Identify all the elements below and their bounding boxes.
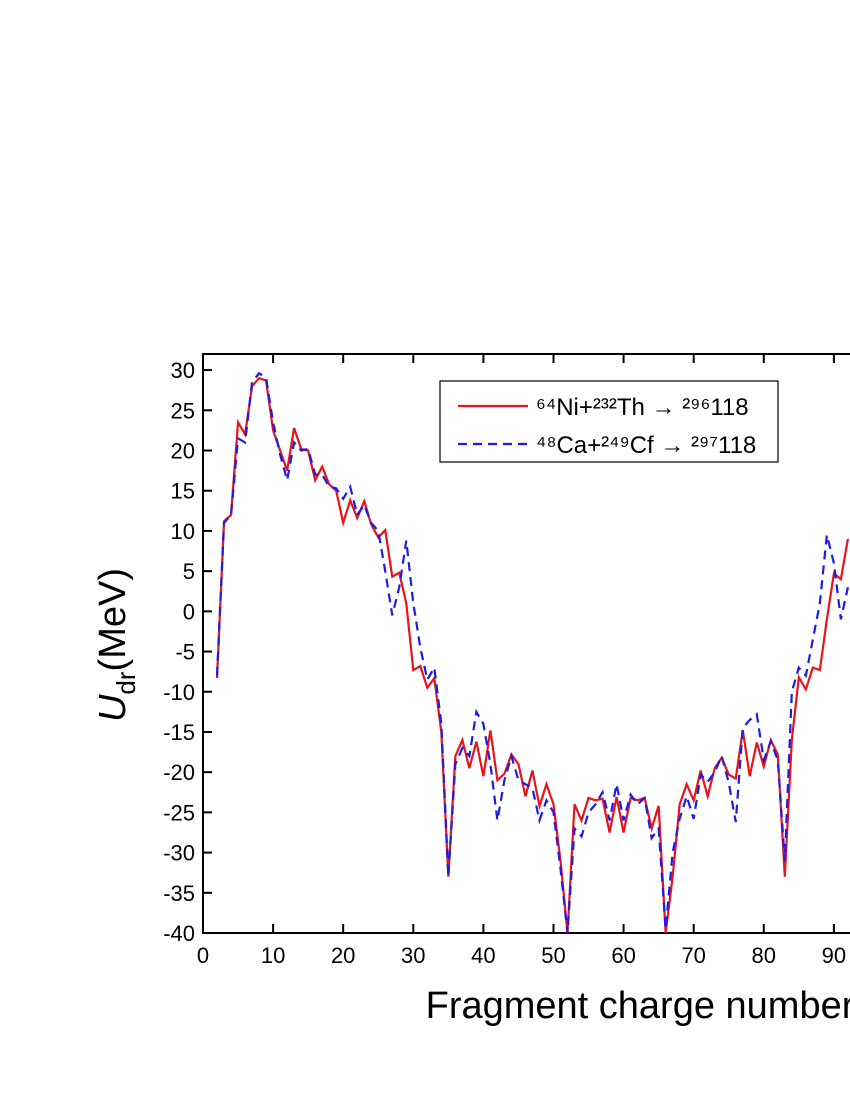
y-tick-label: -40 (163, 921, 195, 946)
y-label-unit: (MeV) (92, 568, 134, 671)
x-tick-label: 0 (197, 943, 209, 968)
x-tick-label: 80 (752, 943, 776, 968)
x-axis-label: Fragment charge number (426, 985, 850, 1027)
x-tick-label: 20 (331, 943, 355, 968)
y-tick-label: -10 (163, 680, 195, 705)
y-tick-label: -35 (163, 881, 195, 906)
x-tick-label: 30 (401, 943, 425, 968)
x-tick-label: 10 (261, 943, 285, 968)
y-tick-label: 15 (171, 479, 195, 504)
y-tick-label: 0 (183, 599, 195, 624)
x-tick-label: 40 (471, 943, 495, 968)
y-tick-label: 10 (171, 519, 195, 544)
legend-label: ⁴⁸Ca+²⁴⁹Cf → ²⁹⁷118 (536, 432, 756, 459)
x-tick-label: 70 (681, 943, 705, 968)
y-tick-label: 30 (171, 358, 195, 383)
y-label-sub: dr (111, 671, 141, 694)
y-tick-label: -25 (163, 800, 195, 825)
x-tick-label: 50 (541, 943, 565, 968)
y-tick-label: 20 (171, 439, 195, 464)
x-tick-label: 90 (822, 943, 846, 968)
y-label-main: U (92, 694, 134, 722)
x-tick-label: 60 (611, 943, 635, 968)
y-tick-label: -30 (163, 841, 195, 866)
y-tick-label: -20 (163, 760, 195, 785)
y-tick-label: -5 (175, 640, 195, 665)
y-tick-label: -15 (163, 720, 195, 745)
axis-frame (202, 353, 850, 934)
y-tick-label: 5 (183, 559, 195, 584)
legend-label: ⁶⁴Ni+²³²Th → ²⁹⁶118 (536, 394, 749, 421)
y-axis-label: Udr(MeV) (92, 568, 141, 722)
legend-box (439, 380, 779, 463)
y-tick-label: 25 (171, 398, 195, 423)
